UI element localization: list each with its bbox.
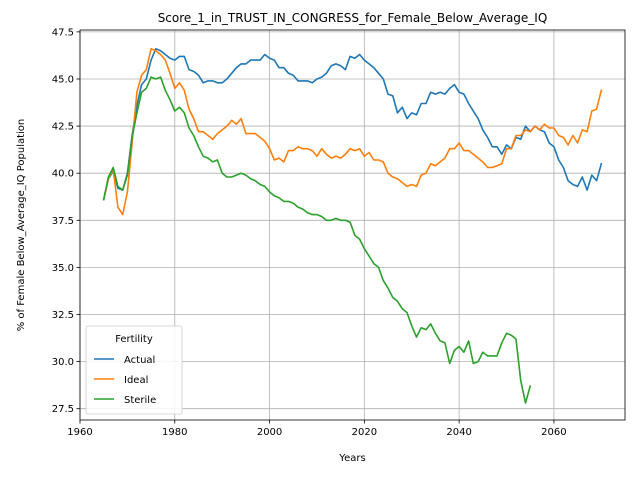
x-tick-label: 2040 [446, 427, 471, 438]
y-tick-label: 30.0 [52, 357, 74, 368]
y-tick-label: 40.0 [52, 169, 74, 180]
chart-title: Score_1_in_TRUST_IN_CONGRESS_for_Female_… [158, 11, 548, 25]
legend-label-ideal: Ideal [124, 375, 148, 386]
y-tick-label: 47.5 [52, 27, 74, 38]
x-tick-label: 2000 [257, 427, 282, 438]
x-tick-label: 1980 [162, 427, 187, 438]
y-tick-label: 42.5 [52, 122, 74, 133]
legend-label-actual: Actual [124, 355, 155, 366]
x-tick-label: 2060 [541, 427, 566, 438]
y-tick-label: 45.0 [52, 74, 74, 85]
y-axis-label: % of Female Below_Average_IQ Population [16, 119, 27, 332]
legend-label-sterile: Sterile [124, 395, 156, 406]
x-axis-label: Years [338, 453, 365, 464]
y-tick-label: 27.5 [52, 404, 74, 415]
x-tick-label: 2020 [352, 427, 377, 438]
legend-title: Fertility [115, 334, 153, 345]
y-tick-label: 37.5 [52, 216, 74, 227]
x-tick-label: 1960 [67, 427, 92, 438]
y-tick-label: 35.0 [52, 263, 74, 274]
legend: Fertility Actual Ideal Sterile [86, 326, 182, 414]
y-tick-label: 32.5 [52, 310, 74, 321]
